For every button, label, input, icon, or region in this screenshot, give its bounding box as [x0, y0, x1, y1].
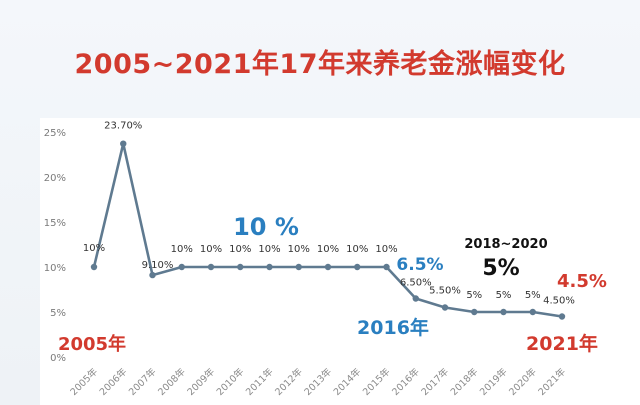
- data-label: 5%: [466, 290, 482, 301]
- data-label: 10%: [83, 243, 105, 254]
- y-tick-label: 5%: [50, 308, 66, 319]
- data-point: [178, 263, 185, 271]
- series-pension-increase: [90, 140, 566, 320]
- data-label: 10%: [200, 244, 222, 255]
- data-point: [471, 308, 478, 316]
- plot-background: [40, 118, 640, 405]
- data-point: [149, 271, 156, 279]
- data-label: 4.50%: [543, 296, 575, 307]
- data-label: 10%: [171, 244, 193, 255]
- annotation-label: 2005年: [58, 333, 126, 355]
- chart-title: 2005~2021年17年来养老金涨幅变化: [74, 49, 566, 80]
- data-label: 10%: [375, 244, 397, 255]
- data-label: 23.70%: [104, 121, 142, 132]
- y-axis: 0% 5% 10% 15% 20% 25%: [44, 128, 66, 364]
- data-point: [207, 263, 215, 271]
- data-point: [90, 263, 98, 271]
- annotation-label: 4.5%: [557, 271, 607, 292]
- annotation-label: 5%: [482, 256, 519, 281]
- annotation-label: 2021年: [526, 332, 598, 355]
- data-label: 10%: [229, 244, 251, 255]
- annotations: 2005年 10 % 6.5% 2016年 2018~2020 5% 4.5% 2021年: [58, 213, 607, 355]
- data-point: [558, 313, 566, 320]
- data-point: [412, 295, 419, 302]
- data-point: [324, 263, 332, 271]
- annotation-label: 2016年: [357, 316, 429, 339]
- data-point: [120, 140, 127, 147]
- data-label: 10%: [288, 244, 310, 255]
- y-tick-label: 0%: [50, 353, 66, 364]
- data-label: 9.10%: [142, 260, 174, 271]
- data-label: 10%: [317, 244, 339, 255]
- y-tick-label: 25%: [44, 128, 66, 139]
- data-point: [529, 308, 536, 316]
- data-point: [500, 308, 507, 316]
- data-label: 5%: [525, 290, 541, 301]
- y-tick-label: 10%: [44, 263, 66, 274]
- annotation-label: 6.5%: [396, 255, 443, 275]
- data-label: 10%: [258, 244, 280, 255]
- data-point: [266, 263, 273, 271]
- annotation-label: 2018~2020: [464, 237, 547, 252]
- data-point: [441, 304, 449, 311]
- data-label: 6.50%: [400, 278, 432, 289]
- data-labels: 10%23.70%9.10%10% 10% 10% 10% 10% 10% 10% 10%6.…: [83, 121, 575, 307]
- data-point: [237, 263, 244, 271]
- data-label: 5.50%: [429, 286, 461, 297]
- y-tick-label: 15%: [44, 218, 66, 229]
- data-point: [354, 263, 361, 271]
- y-tick-label: 20%: [44, 173, 66, 184]
- annotation-label: 10 %: [233, 213, 299, 241]
- data-point: [295, 263, 302, 271]
- data-label: 10%: [346, 244, 368, 255]
- data-label: 5%: [496, 290, 512, 301]
- data-point: [383, 263, 390, 271]
